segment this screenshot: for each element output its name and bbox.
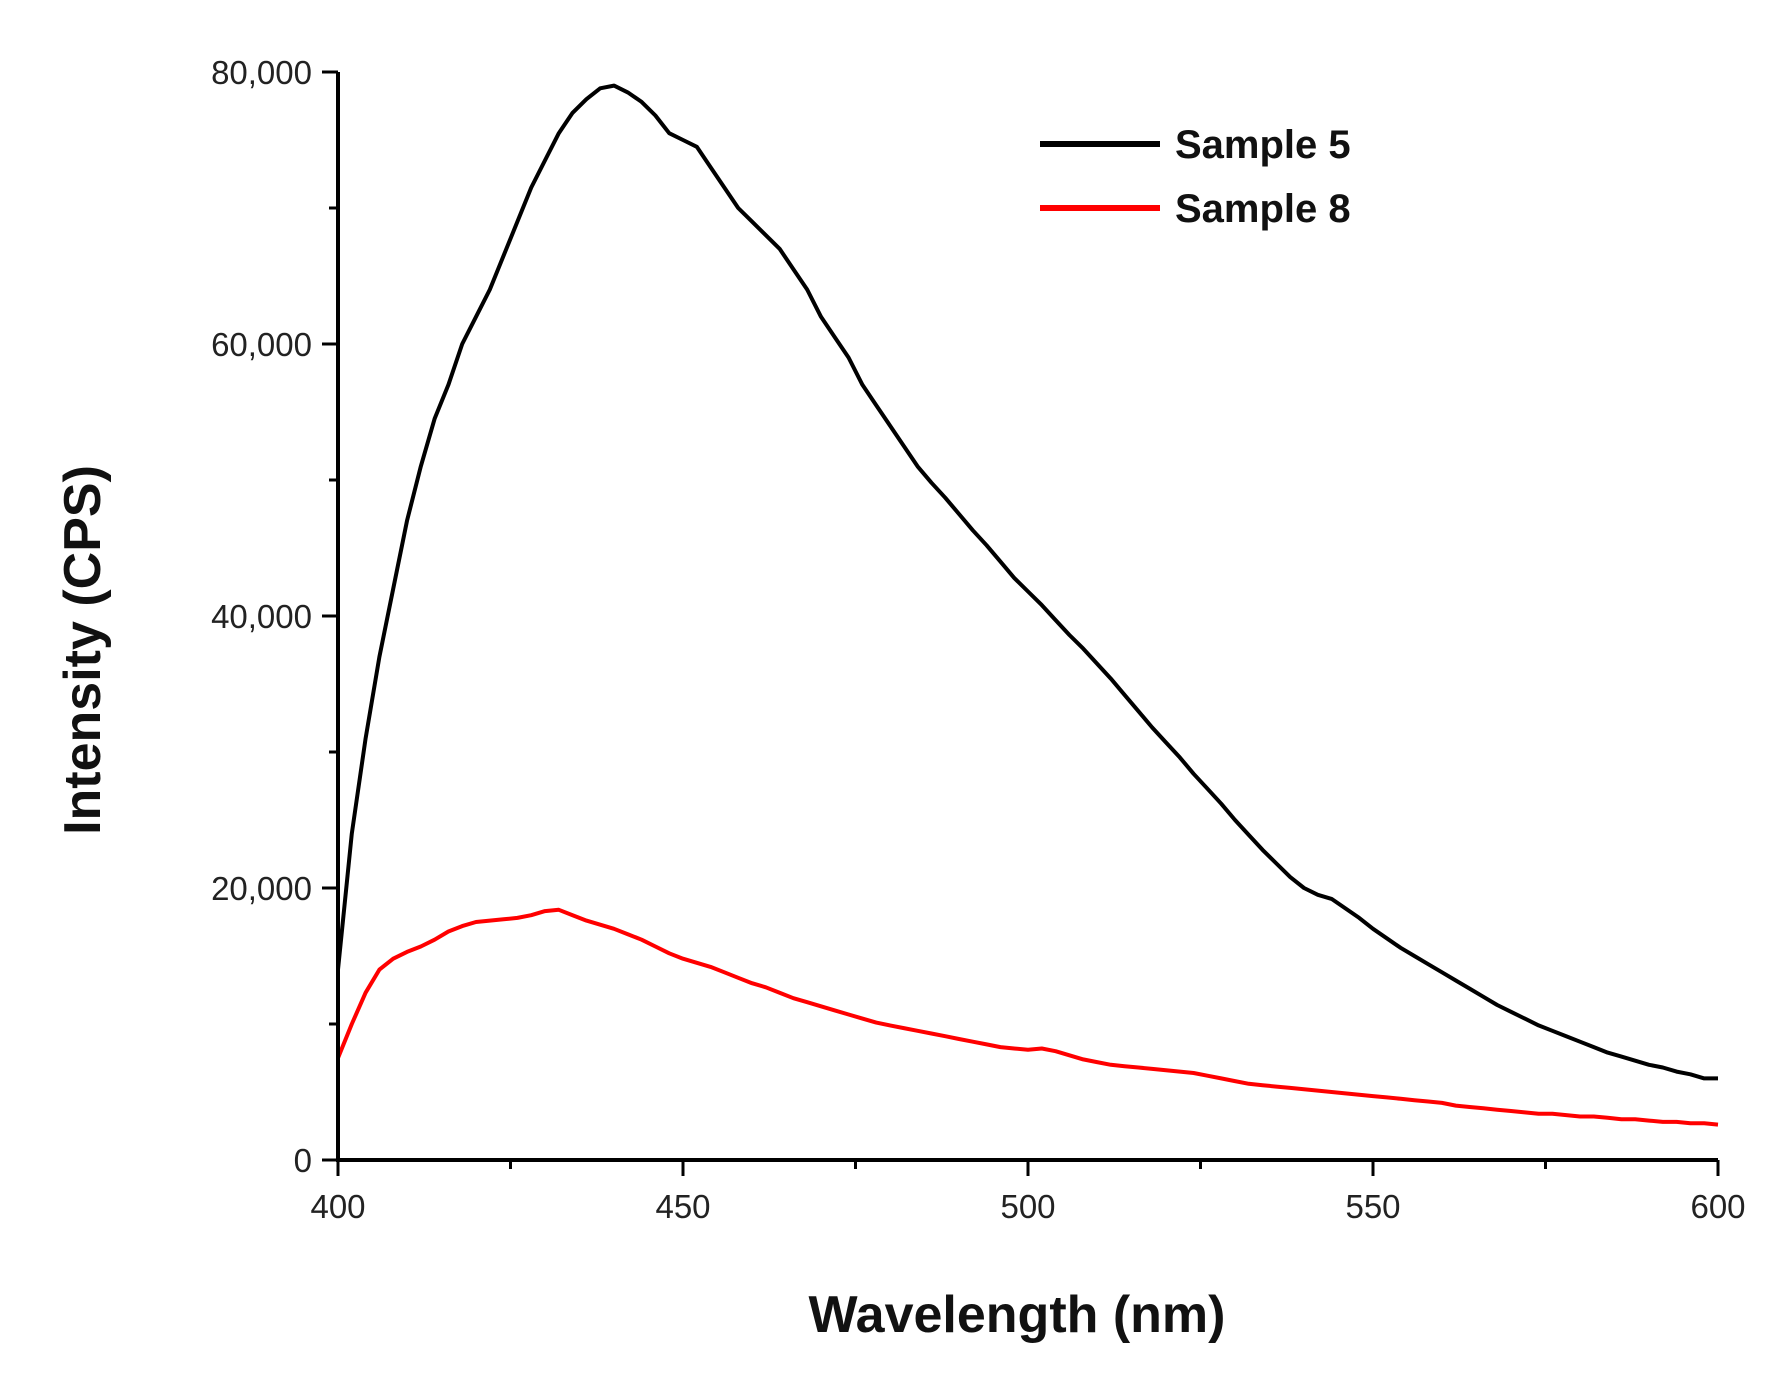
y-tick-label-20000: 20,000 — [211, 870, 312, 907]
y-axis-title: Intensity (CPS) — [54, 465, 112, 835]
x-tick-label-500: 500 — [1000, 1188, 1055, 1225]
x-tick-label-550: 550 — [1345, 1188, 1400, 1225]
x-tick-label-400: 400 — [310, 1188, 365, 1225]
y-tick-label-0: 0 — [294, 1142, 312, 1179]
x-axis-title: Wavelength (nm) — [809, 1286, 1226, 1344]
y-tick-label-60000: 60,000 — [211, 326, 312, 363]
y-tick-label-40000: 40,000 — [211, 598, 312, 635]
ticks: 400 450 500 550 600 0 20,000 40,000 60,000 80,000 — [211, 54, 1745, 1225]
legend: Sample 5 Sample 8 — [1040, 123, 1351, 231]
y-tick-label-80000: 80,000 — [211, 54, 312, 91]
legend-label-sample-5: Sample 5 — [1175, 123, 1351, 167]
x-tick-label-450: 450 — [655, 1188, 710, 1225]
series-line-sample-8 — [336, 907, 1719, 1127]
x-tick-label-600: 600 — [1690, 1188, 1745, 1225]
series-line-sample-5 — [336, 83, 1718, 1081]
legend-label-sample-8: Sample 8 — [1175, 187, 1351, 231]
plot-lines — [336, 83, 1719, 1127]
